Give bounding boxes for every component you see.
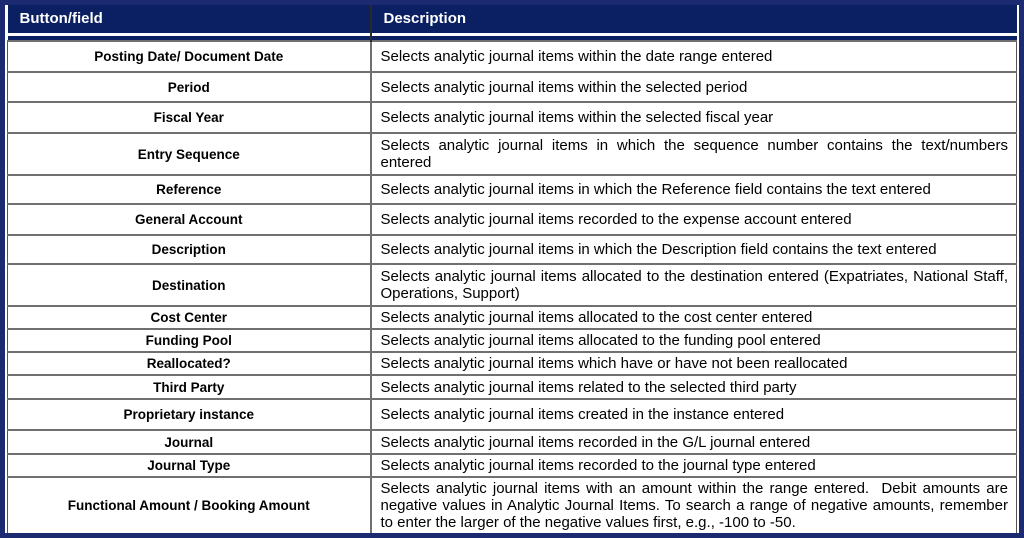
field-cell: Journal Type [7, 453, 372, 478]
description-cell: Selects analytic journal items recorded … [370, 453, 1017, 478]
table-row: Description Selects analytic journal item… [7, 234, 1017, 265]
description-cell: Selects analytic journal items within th… [370, 40, 1017, 73]
description-cell: Selects analytic journal items in which … [370, 132, 1017, 176]
description-cell: Selects analytic journal items created i… [370, 398, 1017, 431]
description-cell: Selects analytic journal items within th… [370, 71, 1017, 103]
description-cell: Selects analytic journal items which hav… [370, 351, 1017, 376]
table-row: Reference Selects analytic journal items … [7, 174, 1017, 205]
description-cell: Selects analytic journal items allocated… [370, 305, 1017, 330]
table-row: Proprietary instance Selects analytic jou… [7, 398, 1017, 431]
table-row: Fiscal Year Selects analytic journal item… [7, 101, 1017, 134]
table-header: Button/field Description [7, 5, 1017, 41]
table-row: Journal Type Selects analytic journal ite… [7, 453, 1017, 478]
description-cell: Selects analytic journal items recorded … [370, 203, 1017, 236]
table-row: Reallocated? Selects analytic journal ite… [7, 351, 1017, 376]
col-header-button-field: Button/field [7, 5, 372, 41]
table-row: Funding Pool Selects analytic journal ite… [7, 328, 1017, 353]
field-cell: General Account [7, 203, 372, 236]
description-cell: Selects analytic journal items recorded … [370, 429, 1017, 455]
header-row: Button/field Description [7, 5, 1017, 41]
field-cell: Functional Amount / Booking Amount [7, 476, 372, 533]
table-row: Destination Selects analytic journal item… [7, 263, 1017, 307]
table-row: Posting Date/ Document Date Selects analy… [7, 40, 1017, 73]
field-cell: Proprietary instance [7, 398, 372, 431]
description-cell: Selects analytic journal items in which … [370, 234, 1017, 265]
field-cell: Journal [7, 429, 372, 455]
field-cell: Reference [7, 174, 372, 205]
description-cell: Selects analytic journal items within th… [370, 101, 1017, 134]
table-row: Journal Selects analytic journal items re… [7, 429, 1017, 455]
description-cell: Selects analytic journal items allocated… [370, 263, 1017, 307]
description-cell: Selects analytic journal items with an a… [370, 476, 1017, 533]
field-cell: Funding Pool [7, 328, 372, 353]
col-header-description: Description [370, 5, 1017, 41]
description-cell: Selects analytic journal items allocated… [370, 328, 1017, 353]
field-cell: Description [7, 234, 372, 265]
field-cell: Cost Center [7, 305, 372, 330]
table-row: Period Selects analytic journal items wit… [7, 71, 1017, 103]
field-cell: Entry Sequence [7, 132, 372, 176]
table-row: Entry Sequence Selects analytic journal i… [7, 132, 1017, 176]
table-row: Functional Amount / Booking Amount Select… [7, 476, 1017, 533]
button-field-description-table: Button/field Description Posting Date/ D… [7, 5, 1017, 533]
description-cell: Selects analytic journal items in which … [370, 174, 1017, 205]
table-body: Posting Date/ Document Date Selects analy… [7, 40, 1017, 533]
field-cell: Destination [7, 263, 372, 307]
table-row: General Account Selects analytic journal … [7, 203, 1017, 236]
field-cell: Third Party [7, 374, 372, 400]
table-row: Third Party Selects analytic journal item… [7, 374, 1017, 400]
field-cell: Reallocated? [7, 351, 372, 376]
description-cell: Selects analytic journal items related t… [370, 374, 1017, 400]
table-row: Cost Center Selects analytic journal item… [7, 305, 1017, 330]
field-cell: Period [7, 71, 372, 103]
field-cell: Fiscal Year [7, 101, 372, 134]
field-cell: Posting Date/ Document Date [7, 40, 372, 73]
